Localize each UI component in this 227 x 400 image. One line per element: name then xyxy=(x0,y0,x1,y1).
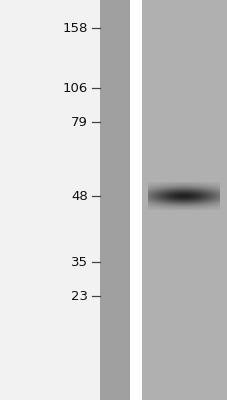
Text: 48: 48 xyxy=(71,190,88,202)
Text: 106: 106 xyxy=(62,82,88,94)
Text: 23: 23 xyxy=(71,290,88,302)
Text: 79: 79 xyxy=(71,116,88,128)
Text: 35: 35 xyxy=(71,256,88,268)
Bar xyxy=(141,0,227,400)
Text: 158: 158 xyxy=(62,22,88,34)
Bar xyxy=(129,0,141,400)
Bar xyxy=(100,0,129,400)
Bar xyxy=(0,0,100,400)
